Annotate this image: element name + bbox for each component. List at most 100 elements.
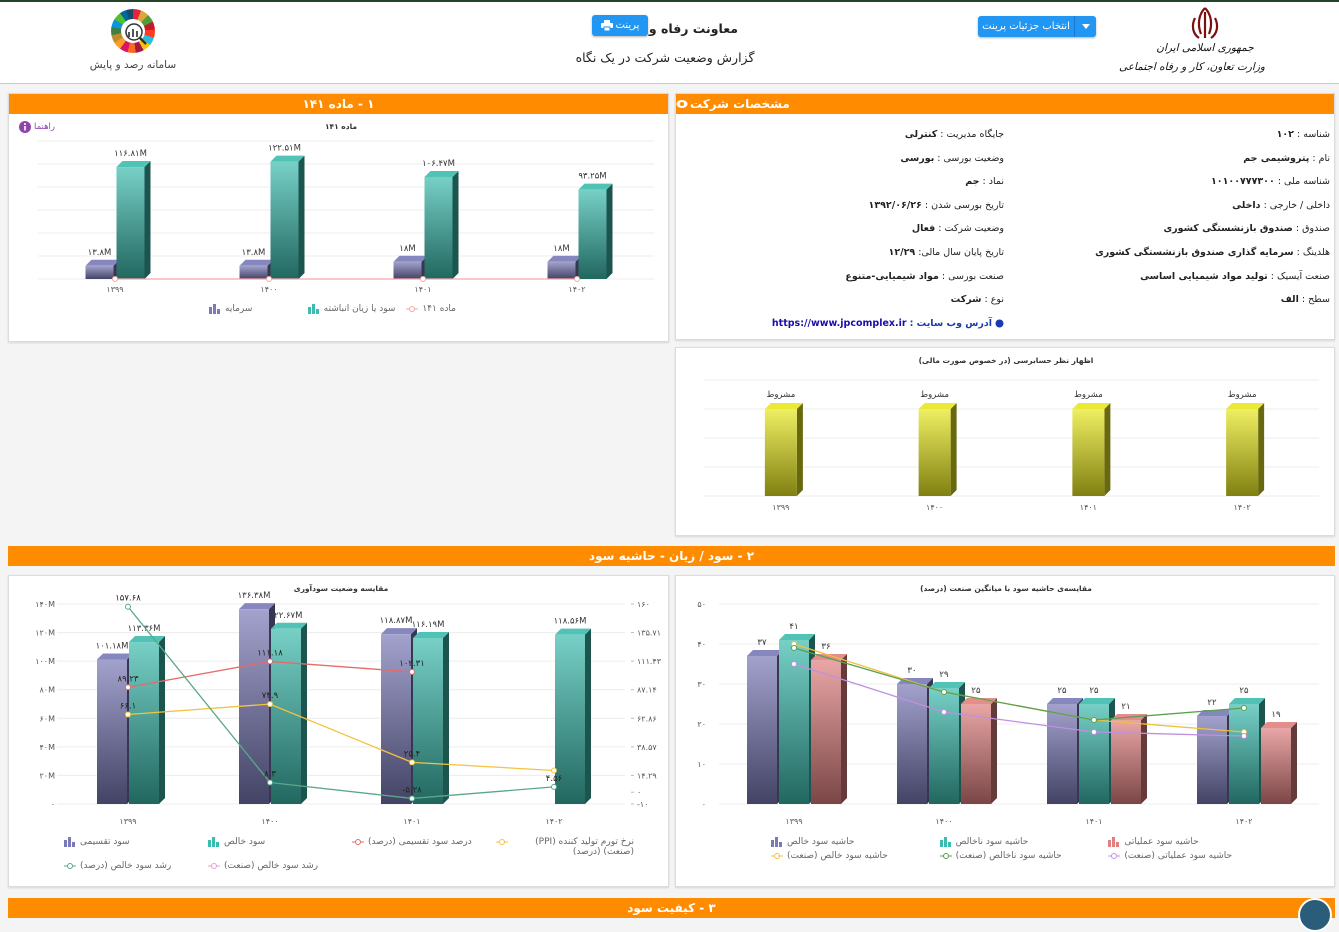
info-row: هلدینگ : سرمایه گذاری صندوق بازنشستگی کش… [1095,247,1330,258]
bar-value-label: ۴۱ [789,622,798,632]
x-tick-label: ۱۳۹۹ [772,503,789,512]
bar-top [779,634,815,640]
legend-item[interactable]: حاشیه سود خالص (صنعت) [771,851,934,861]
bar-side [301,622,307,804]
ministry-line1: جمهوری اسلامی ایران [1156,42,1254,54]
bar-side [298,155,305,279]
chart-title: مقایسه‌ی حاشیه سود با میانگین صنعت (درصد… [920,584,1092,593]
chart-title: مقایسه وضعیت سودآوری [294,583,389,593]
bar [270,161,299,279]
info-row: صنعت بورسی : مواد شیمیایی-متنوع [845,271,1004,282]
bar-value-label: ۱۰۱.۱۸M [96,641,129,651]
bar-top [578,183,613,190]
bar-top [1072,403,1111,409]
bar-top [271,622,307,629]
bar-side [585,628,591,804]
section-title: ۳ - کیفیت سود [8,898,1335,918]
x-tick-label: ۱۴۰۲ [1234,503,1251,512]
y2-tick-label: ۱۳۵.۷۱ [637,629,661,638]
print-button[interactable]: پرینت [592,15,648,36]
legend-item[interactable]: حاشیه سود خالص [771,837,934,847]
line-value-label: ۲۵.۴ [404,749,420,759]
info-row: نوع : شرکت [951,294,1004,305]
legend-item[interactable]: ماده ۱۴۱ [406,304,499,314]
bar-side [144,161,151,279]
bar-top [1229,698,1265,704]
bar-top [270,155,305,162]
legend-item[interactable]: حاشیه سود عملیاتی (صنعت) [1108,851,1271,861]
legend-item[interactable]: رشد سود خالص (صنعت) [208,861,346,871]
y-tick-label: ۱۲۰M [35,629,55,638]
legend-label: سود یا زیان انباشته [323,304,396,314]
bar-side [1258,403,1265,496]
legend-item[interactable]: سود یا زیان انباشته [307,304,401,314]
bar [1226,409,1259,496]
legend-swatch [68,837,71,847]
bar-top [918,403,957,409]
legend-item[interactable]: نرخ تورم تولید کننده (PPI) (صنعت) (درصد) [496,837,634,857]
system-logo [111,9,155,53]
globe-icon [995,319,1004,328]
info-row: صندوق : صندوق بازنشستگی کشوری [1163,223,1330,234]
info-row: داخلی / خارجی : داخلی [1232,200,1330,211]
legend-swatch [213,304,216,314]
legend-item[interactable]: حاشیه سود ناخالص [939,837,1103,847]
help-link[interactable]: راهنما [19,121,55,133]
y2-tick-label: ۸۷.۱۴ [637,686,657,695]
legend-swatch [72,842,75,847]
legend-swatch [942,853,949,859]
info-value: ۱۳۹۲/۰۶/۲۶ [868,199,922,211]
system-name: سامانه رصد و پایش [89,59,177,71]
x-tick-label: ۱۴۰۲ [568,285,585,294]
y2-tick-label: ۰ [637,788,641,797]
info-row: سطح : الف [1281,294,1330,305]
bar-label: مشروط [1074,390,1103,400]
y-tick-label: ۰ [51,800,55,809]
header-title: معاونت رفاه و امو [624,21,738,36]
legend-item[interactable]: رشد سود خالص (درصد) [64,861,202,871]
line-value-label: ۸.۳ [264,769,276,779]
bar [85,265,114,279]
dropdown-caret[interactable] [1074,16,1096,37]
legend-label: نرخ تورم تولید کننده (PPI) (صنعت) (درصد) [535,837,634,857]
info-value: مواد شیمیایی-متنوع [845,270,939,282]
top-strip [0,0,1339,2]
legend-item[interactable]: درصد سود تقسیمی (درصد) [352,837,490,857]
line-marker [574,276,580,282]
legend-item[interactable]: سرمایه [209,304,302,314]
legend-swatch [216,842,219,847]
info-value: فعال [911,223,936,235]
info-row: نماد : جم [965,176,1004,187]
bar [897,684,927,804]
legend-swatch [775,837,778,847]
legend-swatch [409,306,416,312]
bar [413,638,443,804]
website-link[interactable]: https://www.jpcomplex.ir [771,317,907,329]
info-row: تاریخ بورسی شدن : ۱۳۹۲/۰۶/۲۶ [869,200,1004,211]
y2-tick-label: ۱۶۰ [637,600,650,609]
x-tick-label: ۱۴۰۰ [261,817,278,826]
bar-value-label: ۱۱۳.۳۶M [128,624,161,634]
legend-item[interactable]: سود تقسیمی [64,837,202,857]
y-tick-label: ۱۰۰M [35,657,55,666]
print-options-button[interactable]: انتخاب جزئیات پرینت [978,16,1096,37]
legend-swatch [209,307,212,314]
legend-item[interactable]: حاشیه سود عملیاتی [1108,837,1271,847]
bar-side [950,403,957,496]
bar [393,261,422,279]
bar [1047,704,1077,804]
support-avatar[interactable] [1298,898,1332,932]
bar-value-label: ۱۱۸.۸۷M [380,616,413,626]
info-label: صندوق : [1295,223,1330,235]
bar [1261,728,1291,804]
ministry-line2: وزارت تعاون، کار و رفاه اجتماعی [1118,61,1265,73]
bar-side [991,698,997,804]
bar-top [413,632,449,639]
line-marker [409,668,415,675]
bar-top [1226,403,1265,409]
legend-item[interactable]: سود خالص [208,837,346,857]
legend-label: رشد سود خالص (درصد) [80,861,172,871]
info-row: نام : پتروشیمی جم [1243,153,1330,164]
legend-item[interactable]: حاشیه سود ناخالص (صنعت) [939,851,1103,861]
